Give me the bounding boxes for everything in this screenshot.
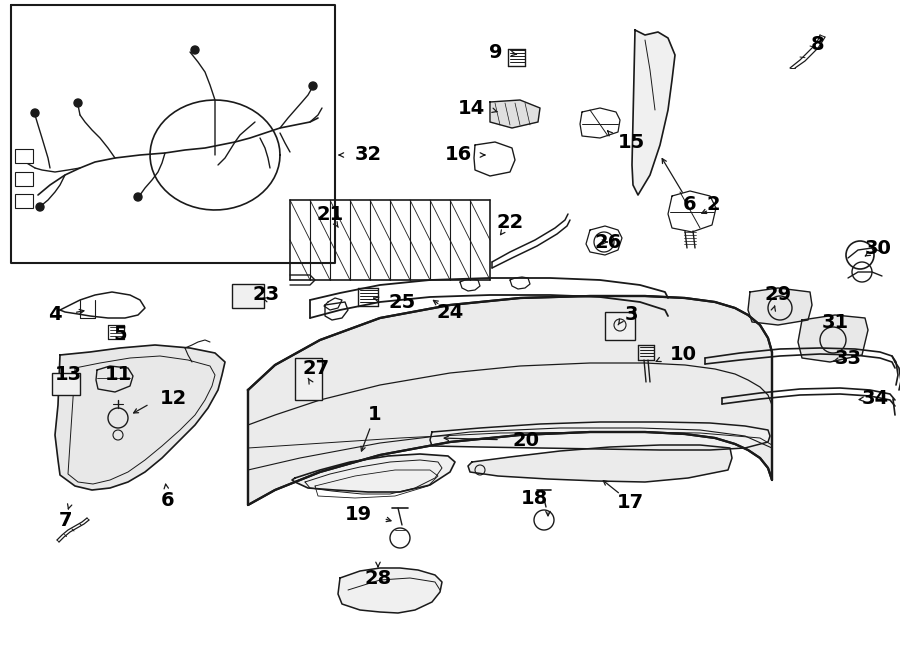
Circle shape bbox=[134, 193, 142, 201]
Polygon shape bbox=[490, 100, 540, 128]
Polygon shape bbox=[468, 445, 732, 482]
Text: 17: 17 bbox=[616, 493, 643, 512]
Text: 20: 20 bbox=[512, 430, 539, 449]
Text: 5: 5 bbox=[113, 326, 127, 344]
Text: 32: 32 bbox=[355, 146, 382, 164]
Text: 6: 6 bbox=[161, 491, 175, 510]
Bar bbox=[52, 373, 80, 395]
Text: 29: 29 bbox=[764, 285, 792, 305]
Circle shape bbox=[191, 46, 199, 54]
Text: 15: 15 bbox=[618, 132, 645, 152]
Text: 2: 2 bbox=[706, 195, 720, 214]
Text: 3: 3 bbox=[625, 305, 638, 324]
Circle shape bbox=[31, 109, 39, 117]
Text: 4: 4 bbox=[49, 305, 62, 324]
Text: 30: 30 bbox=[865, 238, 891, 258]
Text: 18: 18 bbox=[521, 489, 548, 508]
Text: 24: 24 bbox=[436, 303, 464, 322]
Text: 8: 8 bbox=[811, 36, 824, 54]
Polygon shape bbox=[338, 568, 442, 613]
Circle shape bbox=[36, 203, 44, 211]
Bar bbox=[605, 312, 635, 340]
Bar bbox=[15, 172, 33, 186]
Polygon shape bbox=[248, 296, 772, 505]
Text: 33: 33 bbox=[834, 348, 861, 367]
Circle shape bbox=[309, 82, 317, 90]
Text: 11: 11 bbox=[105, 365, 132, 385]
Text: 1: 1 bbox=[368, 406, 382, 424]
Circle shape bbox=[74, 99, 82, 107]
Text: 12: 12 bbox=[160, 389, 187, 408]
Text: 10: 10 bbox=[670, 346, 697, 365]
Text: 21: 21 bbox=[317, 205, 344, 224]
Bar bbox=[15, 194, 33, 208]
Text: 14: 14 bbox=[458, 99, 485, 117]
Polygon shape bbox=[430, 422, 770, 450]
Polygon shape bbox=[292, 454, 455, 492]
Text: 6: 6 bbox=[683, 195, 697, 214]
Text: 25: 25 bbox=[388, 293, 415, 312]
Text: 13: 13 bbox=[55, 365, 82, 385]
Text: 22: 22 bbox=[497, 213, 524, 232]
Polygon shape bbox=[632, 30, 675, 195]
Polygon shape bbox=[748, 288, 812, 325]
Polygon shape bbox=[55, 345, 225, 490]
Bar bbox=[295, 358, 322, 400]
Text: 27: 27 bbox=[302, 359, 329, 377]
Text: 26: 26 bbox=[595, 232, 622, 252]
Text: 23: 23 bbox=[252, 285, 279, 305]
Text: 7: 7 bbox=[58, 510, 72, 530]
Text: 34: 34 bbox=[861, 389, 888, 408]
Bar bbox=[15, 149, 33, 163]
Bar bbox=[232, 284, 264, 308]
Text: 28: 28 bbox=[364, 569, 392, 587]
Text: 16: 16 bbox=[445, 146, 472, 164]
Text: 9: 9 bbox=[489, 42, 502, 62]
Text: 31: 31 bbox=[822, 312, 849, 332]
Polygon shape bbox=[798, 315, 868, 362]
Text: 19: 19 bbox=[345, 506, 372, 524]
